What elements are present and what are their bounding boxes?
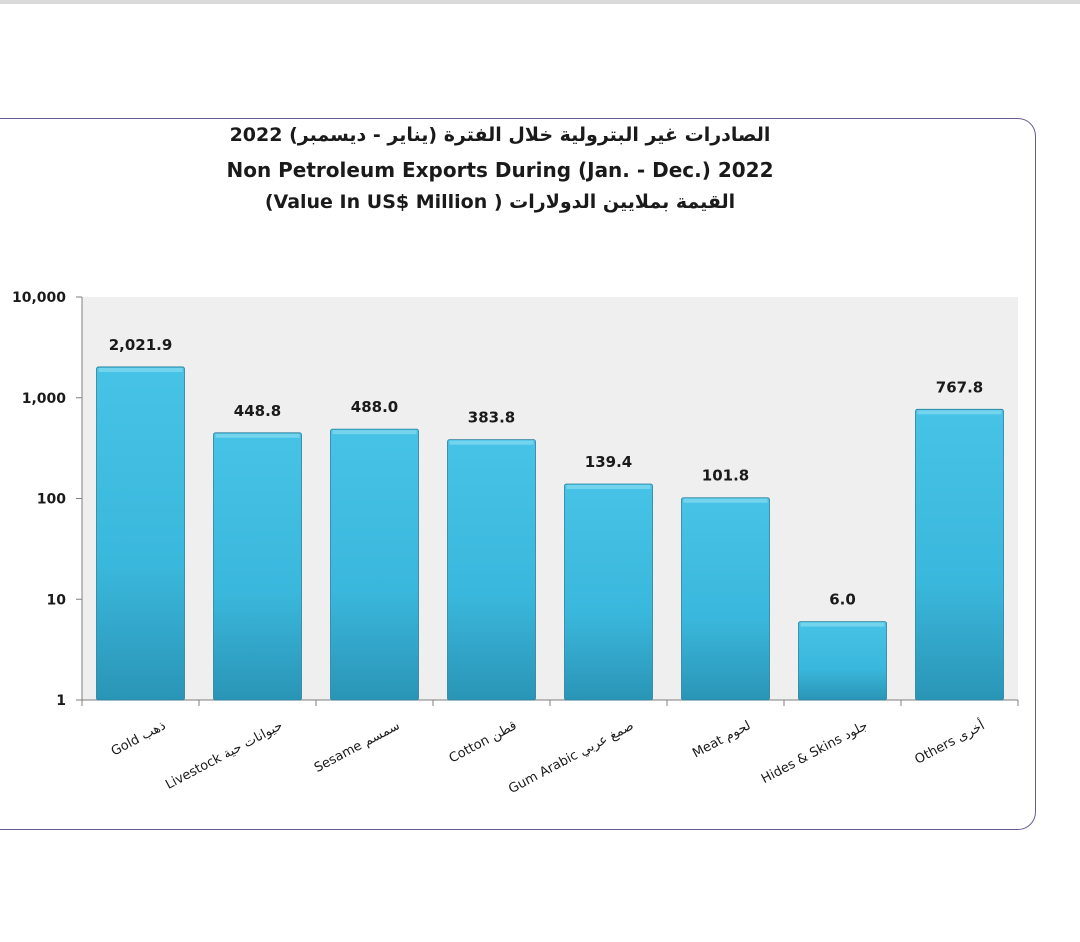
bar — [798, 621, 887, 701]
data-label: 2,021.9 — [109, 336, 173, 354]
bar-highlight — [215, 433, 300, 438]
data-label: 767.8 — [936, 378, 983, 396]
bar — [213, 432, 302, 701]
x-tick-label: Sesame سمسم — [312, 718, 402, 776]
data-label: 139.4 — [585, 453, 632, 471]
y-tick-label: 100 — [37, 492, 66, 508]
x-tick-label: Hides & Skins جلود — [759, 718, 870, 787]
x-tick-label: Gum Arabic صمغ عربي — [506, 718, 636, 797]
chart-title: Non Petroleum Exports During (Jan. - Dec… — [226, 158, 774, 182]
bar — [915, 408, 1004, 701]
data-label: 488.0 — [351, 398, 398, 416]
y-tick-label: 1 — [56, 693, 66, 709]
chart-frame — [0, 118, 1036, 830]
x-tick-label: Gold ذهب — [109, 718, 169, 759]
data-label: 6.0 — [829, 591, 856, 609]
top-divider — [0, 0, 1080, 4]
chart-title-arabic: الصادرات غير البترولية خلال الفترة (يناي… — [229, 124, 771, 146]
bar-highlight — [566, 484, 651, 489]
bar — [96, 366, 185, 701]
x-tick-label: Livestock حيوانات حية — [163, 718, 285, 792]
chart-subtitle: القيمة بملايين الدولارات ( Value In US$ … — [264, 191, 736, 213]
bar-highlight — [98, 367, 183, 372]
data-label: 101.8 — [702, 467, 749, 485]
y-tick-label: 1,000 — [22, 391, 67, 407]
x-tick-label: Meat لحوم — [690, 718, 753, 761]
bar-highlight — [917, 410, 1002, 415]
bar-highlight — [800, 622, 885, 627]
bar-highlight — [683, 498, 768, 503]
y-tick-label: 10,000 — [12, 290, 66, 306]
data-label: 383.8 — [468, 409, 515, 427]
bar — [681, 497, 770, 701]
data-label: 448.8 — [234, 402, 281, 420]
bar — [564, 483, 653, 701]
bar — [330, 428, 419, 701]
bar-highlight — [332, 430, 417, 435]
bar — [447, 439, 536, 701]
bar-highlight — [449, 440, 534, 445]
x-tick-label: Others أخرى — [912, 717, 988, 768]
y-tick-label: 10 — [47, 592, 67, 608]
x-tick-label: Cotton قطن — [447, 718, 520, 766]
